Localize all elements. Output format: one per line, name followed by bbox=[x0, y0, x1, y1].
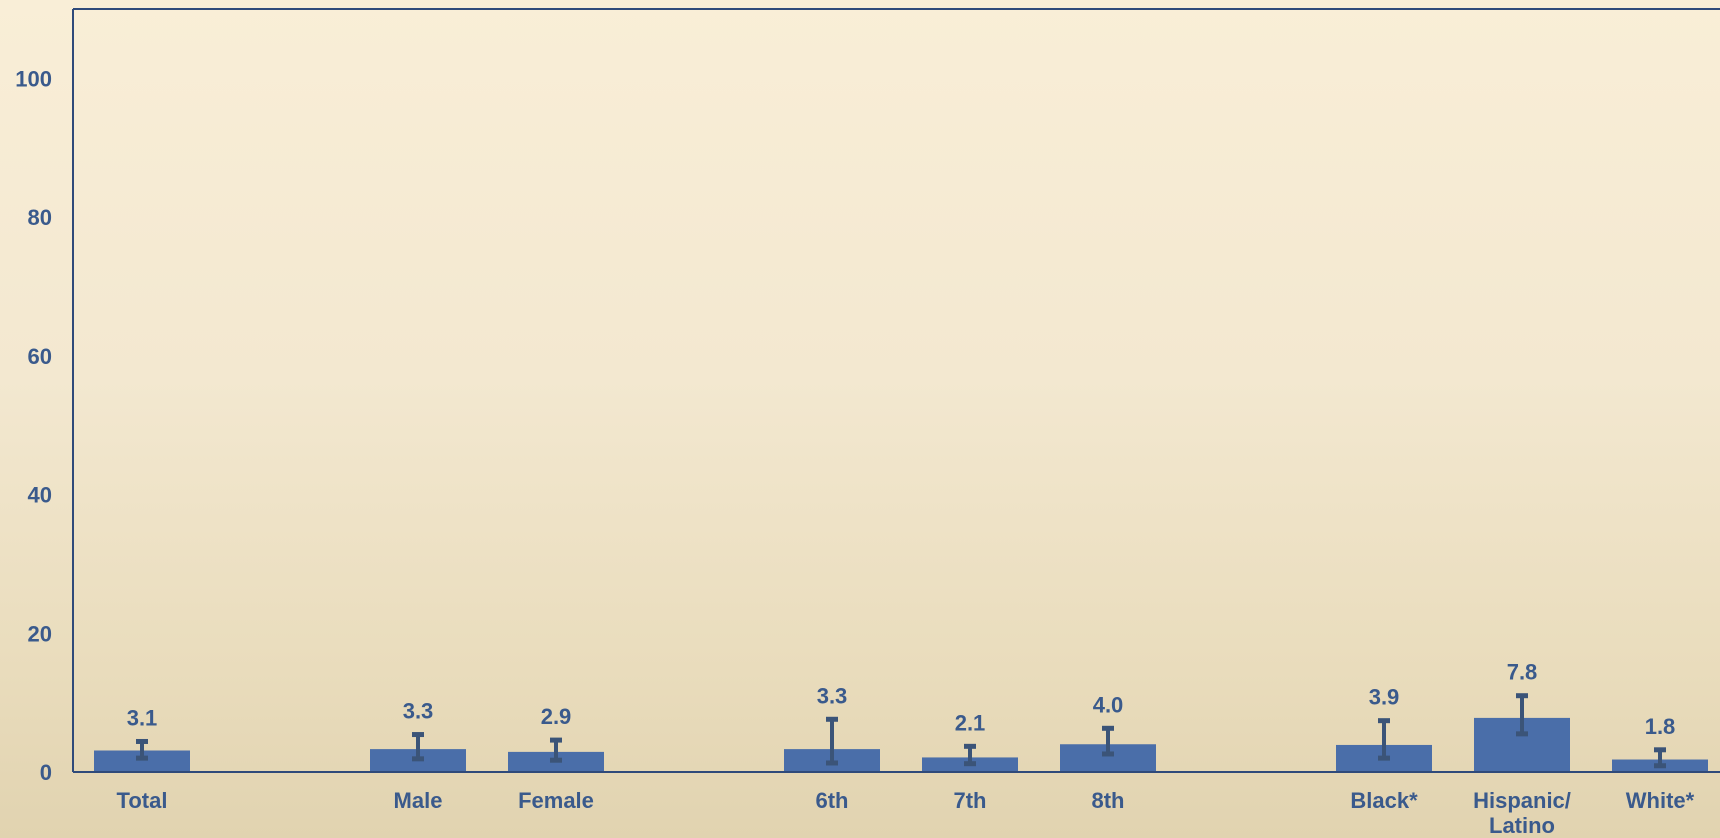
error-bar bbox=[1516, 693, 1528, 737]
y-tick-label: 80 bbox=[28, 205, 52, 230]
x-tick-label: Male bbox=[394, 788, 443, 813]
error-bar bbox=[964, 743, 976, 767]
error-bar bbox=[412, 732, 424, 762]
x-tick-label: 7th bbox=[954, 788, 987, 813]
error-bar bbox=[1102, 725, 1114, 757]
x-tick-label: 8th bbox=[1092, 788, 1125, 813]
data-label: 7.8 bbox=[1507, 660, 1538, 685]
x-tick-label: Hispanic/Latino bbox=[1473, 788, 1571, 838]
value-labels: 3.1 3.3 2.9 3.3 2.1 4.0 3.9 7.8 1.8 bbox=[127, 660, 1676, 739]
error-bar bbox=[550, 737, 562, 763]
y-tick-label: 40 bbox=[28, 483, 52, 508]
data-label: 4.0 bbox=[1093, 692, 1124, 717]
x-tick-label: Black* bbox=[1350, 788, 1418, 813]
x-tick-label: 6th bbox=[816, 788, 849, 813]
error-bar bbox=[136, 738, 148, 761]
bar bbox=[94, 750, 190, 772]
data-label: 2.9 bbox=[541, 704, 572, 729]
data-label: 1.8 bbox=[1645, 714, 1676, 739]
error-bar bbox=[1654, 747, 1666, 769]
data-label: 3.3 bbox=[403, 699, 434, 724]
bars bbox=[94, 717, 1708, 772]
x-tick-label: Female bbox=[518, 788, 594, 813]
error-bar bbox=[1378, 718, 1390, 761]
x-tick-label: White* bbox=[1626, 788, 1695, 813]
error-bar bbox=[826, 716, 838, 766]
data-label: 3.9 bbox=[1369, 685, 1400, 710]
y-tick-label: 60 bbox=[28, 344, 52, 369]
x-axis-labels: Total Male Female 6th 7th 8th Black* Hispanic/L… bbox=[117, 788, 1695, 838]
y-tick-label: 20 bbox=[28, 621, 52, 646]
x-tick-label: Total bbox=[117, 788, 168, 813]
error-bars bbox=[136, 693, 1666, 769]
y-tick-label: 100 bbox=[15, 66, 52, 91]
y-tick-label: 0 bbox=[40, 760, 52, 785]
data-label: 3.3 bbox=[817, 683, 848, 708]
data-label: 3.1 bbox=[127, 705, 158, 730]
data-label: 2.1 bbox=[955, 710, 986, 735]
y-axis-ticks: 0 20 40 60 80 100 bbox=[15, 66, 52, 785]
